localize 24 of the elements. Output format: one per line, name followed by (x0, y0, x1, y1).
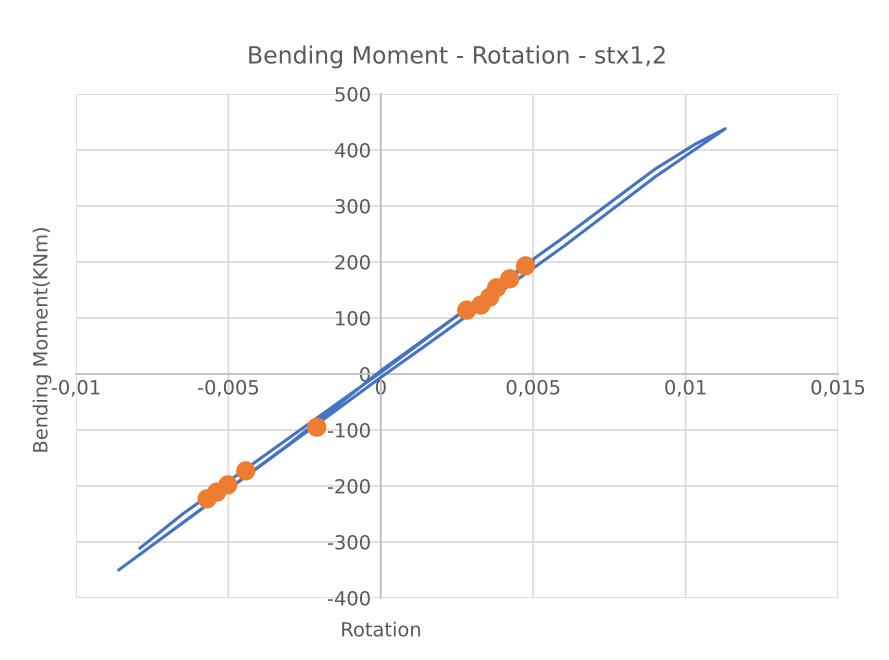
y-tick-label: 200 (335, 254, 370, 270)
y-tick-label: 400 (334, 142, 370, 158)
x-axis-title: Rotation (342, 622, 420, 637)
x-tick-label: -0,01 (52, 380, 100, 397)
point (500, 269, 520, 288)
line-series (117, 127, 727, 572)
point (516, 256, 536, 276)
y-tick-label: 100 (336, 310, 370, 326)
point (487, 278, 506, 298)
y-tick-label: -100 (328, 422, 370, 438)
y-tick-label: -200 (328, 478, 370, 494)
y-tick-label: -300 (328, 534, 370, 550)
y-tick-label: 500 (335, 86, 370, 102)
point (307, 418, 326, 437)
x-tick-label: -0,005 (198, 380, 258, 397)
x-tick-label: 0,015 (811, 380, 864, 397)
point (236, 461, 256, 480)
x-tick-label: 0,005 (506, 380, 560, 397)
y-tick-label: 300 (335, 198, 370, 214)
point (197, 489, 217, 508)
y-tick-label: -400 (328, 590, 370, 606)
y-axis-title: Bending Moment(KNm) (32, 228, 52, 452)
x-tick-label: 0,01 (665, 380, 706, 397)
chart-title: Bending Moment - Rotation - stx1,2 (249, 46, 665, 68)
